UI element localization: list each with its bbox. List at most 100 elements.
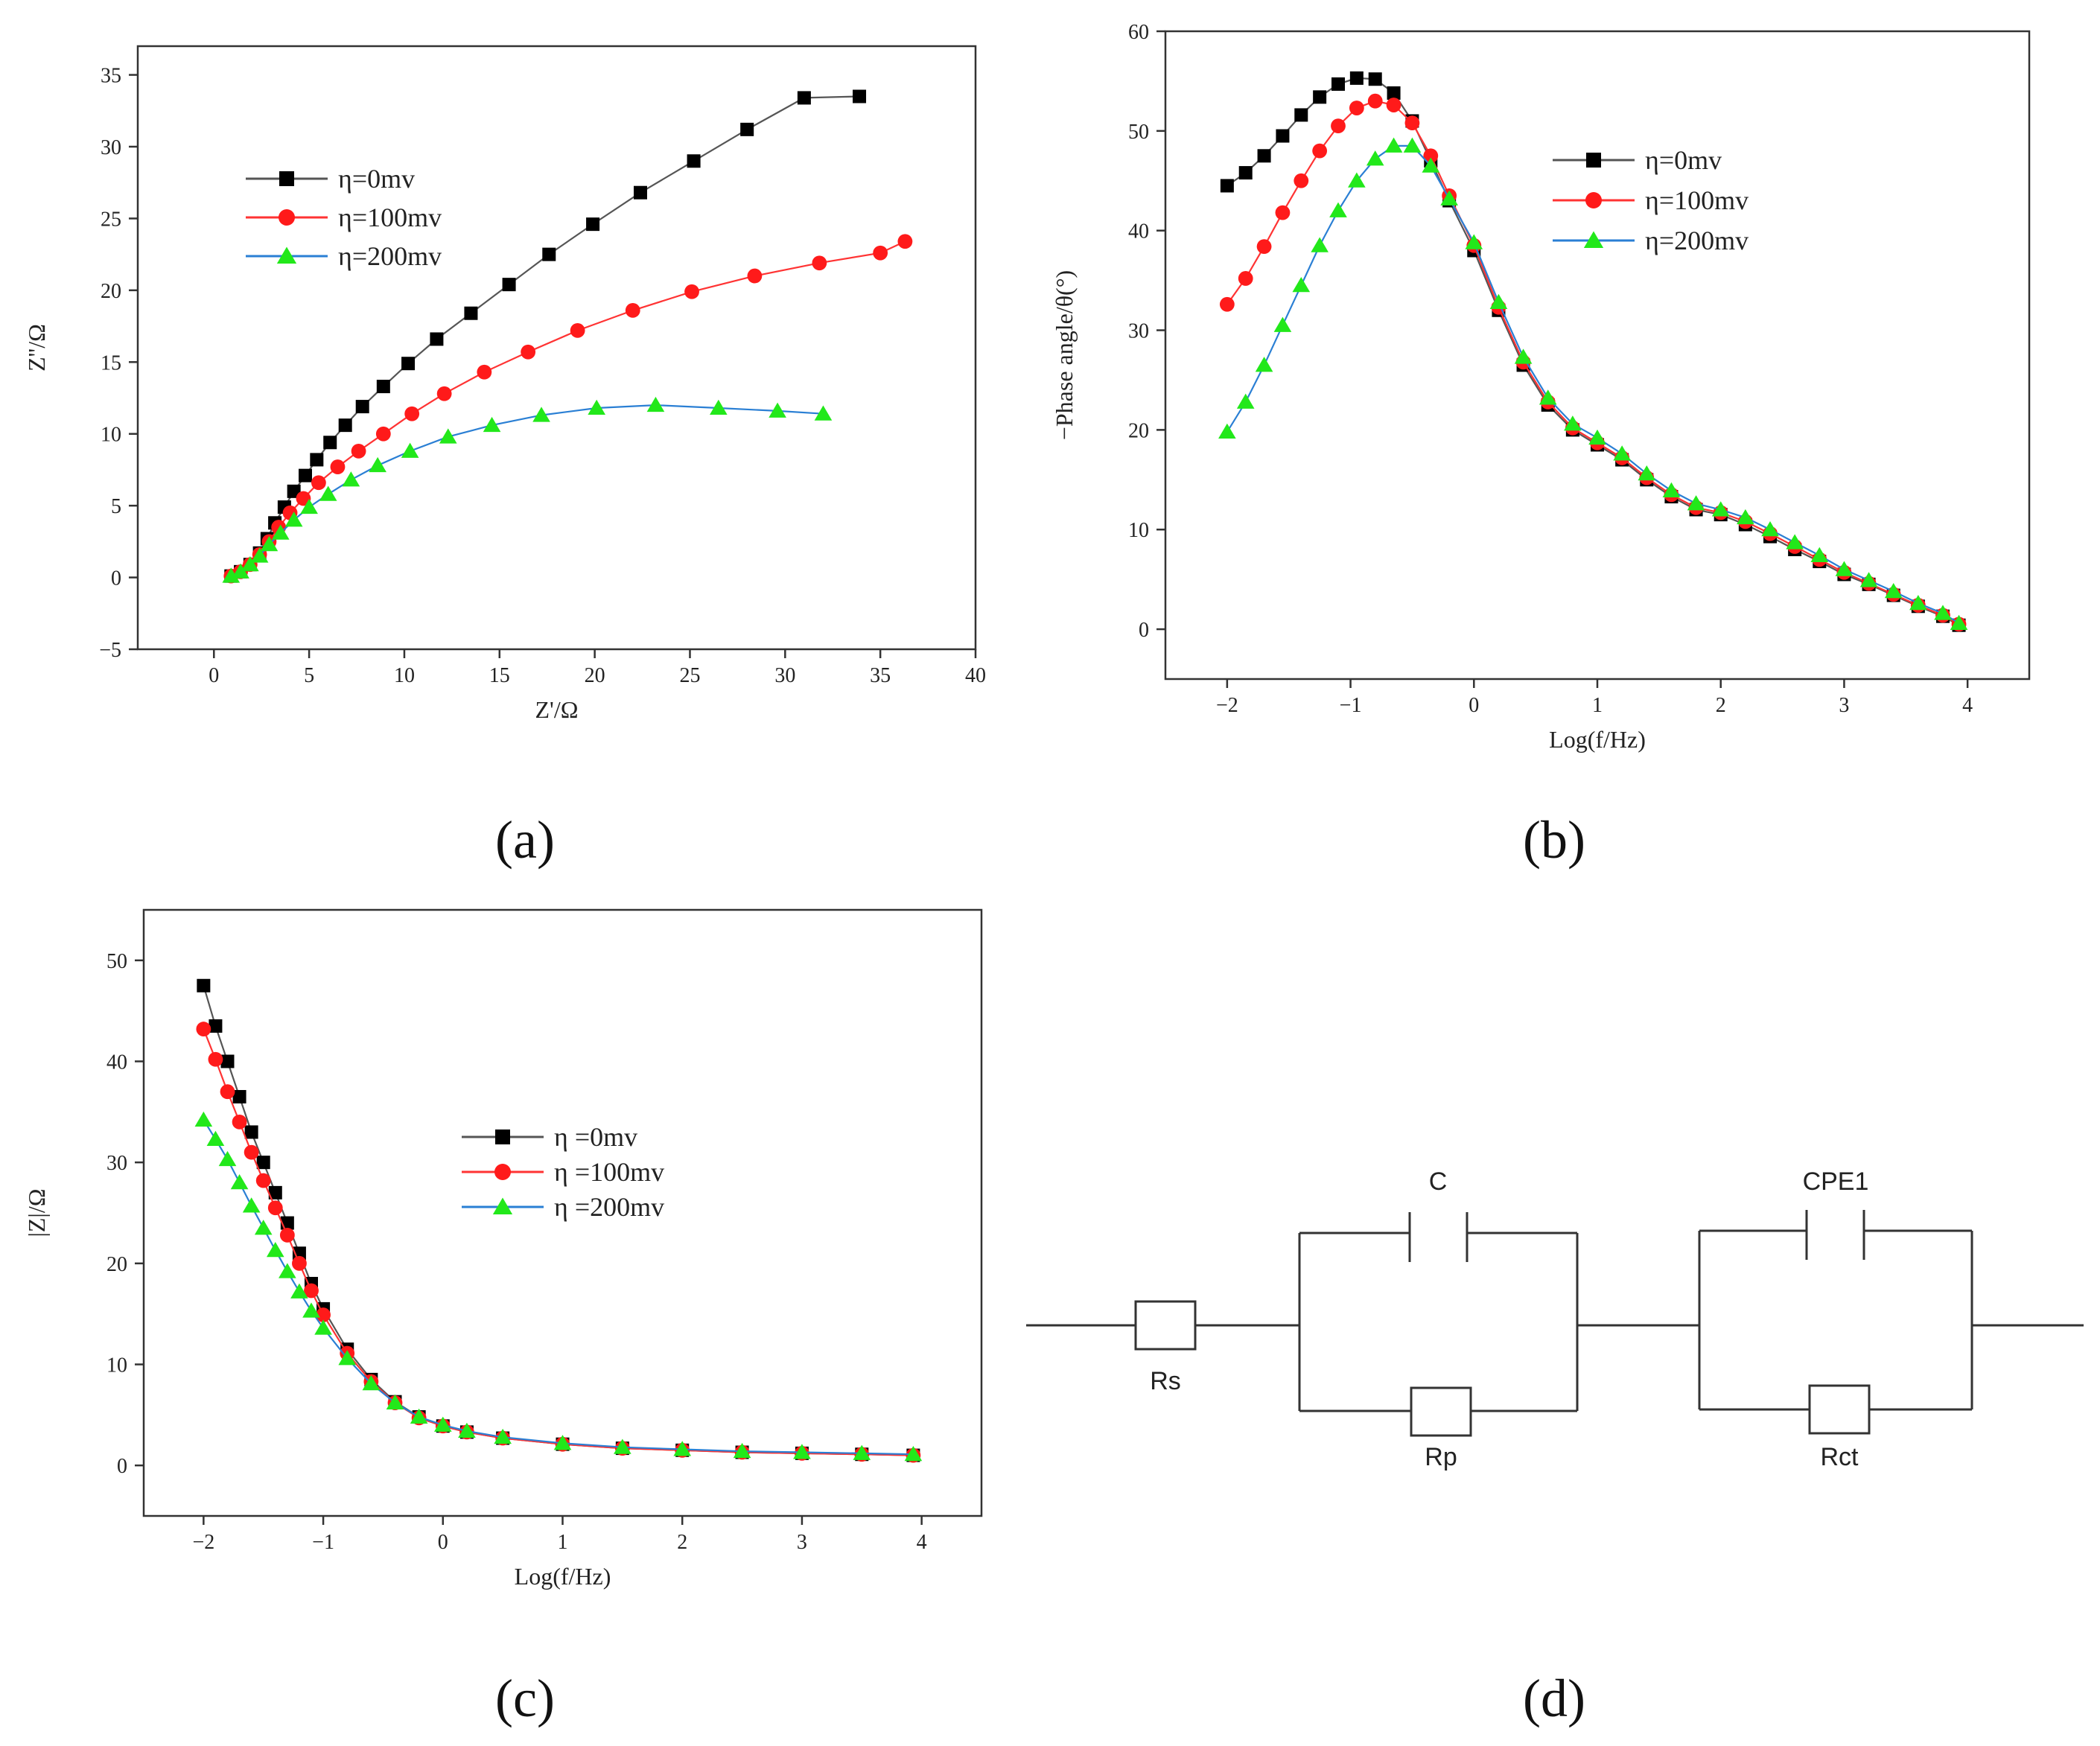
- data-point: [433, 1416, 452, 1432]
- data-point: [197, 978, 211, 993]
- data-point: [206, 1130, 225, 1146]
- x-tick-label: 35: [870, 664, 891, 687]
- data-point: [1311, 237, 1329, 252]
- label-rs: Rs: [1150, 1367, 1181, 1395]
- data-point: [812, 255, 827, 271]
- data-point: [342, 471, 360, 487]
- data-point: [254, 1220, 273, 1235]
- data-point: [1465, 234, 1483, 249]
- x-tick-label: 20: [585, 664, 605, 687]
- data-point: [296, 491, 311, 506]
- data-point: [436, 386, 452, 401]
- x-tick-label: −1: [312, 1531, 334, 1554]
- series-line: [1226, 77, 1960, 626]
- panel-letter-a: (a): [495, 810, 555, 870]
- data-point: [311, 475, 326, 491]
- data-point: [797, 91, 811, 105]
- y-tick-label: 10: [101, 424, 121, 447]
- data-point: [1331, 118, 1346, 134]
- data-point: [1786, 534, 1804, 549]
- data-point: [267, 1200, 283, 1216]
- data-point: [614, 1438, 631, 1454]
- data-point: [1387, 86, 1401, 100]
- data-point: [1711, 501, 1730, 517]
- y-tick-label: 20: [106, 1253, 127, 1276]
- data-point: [362, 1375, 381, 1391]
- data-point: [814, 405, 833, 421]
- x-tick-label: 15: [489, 664, 510, 687]
- y-tick-label: 20: [101, 280, 121, 303]
- data-point: [232, 1115, 247, 1130]
- label-cpe1: CPE1: [1803, 1167, 1869, 1196]
- data-point: [1884, 582, 1903, 599]
- data-point: [292, 1255, 307, 1271]
- y-tick-label: 30: [106, 1152, 127, 1175]
- data-point: [1909, 595, 1927, 611]
- y-tick-label: 0: [1139, 619, 1149, 642]
- x-axis-title: Z'/Ω: [535, 696, 579, 723]
- data-point: [673, 1441, 692, 1456]
- data-point: [351, 443, 366, 459]
- data-point: [1514, 348, 1533, 364]
- data-point: [1950, 614, 1968, 631]
- data-point: [244, 1125, 258, 1139]
- data-point: [542, 247, 556, 261]
- data-point: [553, 1435, 572, 1450]
- data-point: [1294, 173, 1309, 188]
- data-point: [1238, 166, 1253, 180]
- data-point: [1236, 393, 1255, 409]
- data-point: [260, 535, 279, 552]
- y-tick-label: −5: [99, 639, 121, 662]
- data-point: [222, 567, 241, 583]
- x-tick-label: 25: [679, 664, 700, 687]
- x-axis-title: Log(f/Hz): [515, 1563, 611, 1590]
- data-point: [290, 1283, 308, 1299]
- plot-frame: [136, 45, 977, 651]
- data-point: [338, 418, 352, 433]
- data-point: [853, 89, 867, 103]
- series-2: [222, 396, 833, 583]
- y-tick-label: 25: [101, 208, 121, 231]
- data-point: [1934, 605, 1952, 620]
- data-point: [1331, 77, 1345, 91]
- data-point: [1312, 143, 1328, 159]
- data-point: [220, 1054, 235, 1068]
- legend-label: η=200mv: [338, 241, 442, 271]
- data-point: [1367, 93, 1383, 109]
- x-axis-title: Log(f/Hz): [1549, 726, 1646, 753]
- data-point: [1276, 129, 1290, 143]
- y-tick-label: 0: [117, 1455, 127, 1478]
- data-point: [570, 322, 585, 338]
- equivalent-circuit: [1026, 1210, 2084, 1437]
- x-tick-label: 2: [1716, 694, 1726, 717]
- data-point: [477, 364, 492, 380]
- data-point: [1687, 495, 1705, 511]
- y-tick-label: 30: [101, 136, 121, 159]
- data-point: [410, 1408, 428, 1424]
- resistor-rs: [1134, 1300, 1197, 1351]
- data-point: [1257, 149, 1271, 163]
- data-point: [1613, 445, 1631, 461]
- data-point: [710, 399, 728, 415]
- resistor-rp: [1410, 1386, 1472, 1437]
- x-tick-label: 0: [209, 664, 219, 687]
- data-point: [310, 453, 324, 467]
- x-tick-label: 0: [438, 1531, 448, 1554]
- x-tick-label: 3: [1839, 694, 1849, 717]
- data-point: [684, 284, 699, 299]
- data-point: [338, 1350, 357, 1366]
- x-tick-label: 4: [1962, 694, 1973, 717]
- data-point: [1384, 137, 1403, 153]
- data-point: [284, 512, 303, 527]
- series-line: [1226, 144, 1960, 624]
- data-point: [1256, 239, 1272, 255]
- data-point: [1349, 101, 1364, 115]
- data-point: [464, 306, 478, 320]
- data-point: [256, 1156, 270, 1170]
- data-point: [376, 380, 390, 394]
- data-point: [458, 1422, 476, 1438]
- data-point: [323, 436, 337, 450]
- data-point: [521, 344, 536, 360]
- y-tick-label: 35: [101, 65, 121, 88]
- series-line: [230, 95, 860, 577]
